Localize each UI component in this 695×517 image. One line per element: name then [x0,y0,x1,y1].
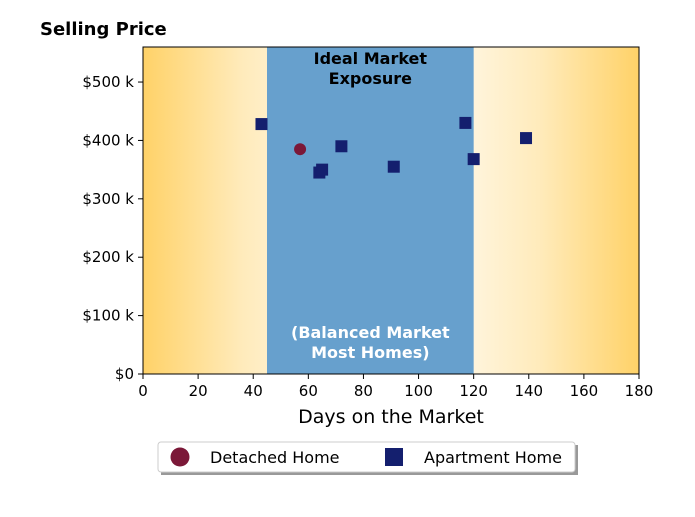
data-points [255,116,533,179]
x-tick-label: 180 [625,382,654,400]
x-tick-label: 140 [514,382,543,400]
ideal-market-band [267,47,474,374]
x-tick-label: 60 [299,382,318,400]
apartment-home-point [255,118,268,131]
apartment-home-point [520,132,533,145]
x-tick-label: 0 [138,382,148,400]
x-axis: 0 20 40 60 80 100 120 140 160 180 [138,374,653,400]
apartment-home-point [387,160,400,173]
annotation-top-line-1: Ideal Market [314,49,428,68]
annotation-bottom-line-2: Most Homes) [311,343,429,362]
y-tick-label: $100 k [82,307,134,325]
legend-label: Apartment Home [424,448,562,467]
legend-box [157,441,576,473]
apartment-home-point [335,140,348,153]
legend-items: Detached Home Apartment Home [170,447,562,467]
y-tick-label: $0 [115,365,134,383]
y-tick-label: $400 k [82,131,134,149]
legend-detached-marker [170,447,190,467]
x-tick-label: 20 [189,382,208,400]
x-axis-title: Days on the Market [298,406,484,428]
plot-frame [142,46,640,375]
x-tick-label: 100 [404,382,433,400]
detached-home-point [294,143,307,156]
y-tick-label: $300 k [82,190,134,208]
annotation-top-line-2: Exposure [329,69,413,88]
y-tick-label: $500 k [82,73,134,91]
legend-apartment-marker [385,448,403,466]
apartment-home-point [316,163,329,176]
x-tick-label: 80 [354,382,373,400]
x-tick-label: 160 [570,382,599,400]
y-axis-title: Selling Price [40,19,167,40]
apartment-home-point [467,153,480,166]
apartment-home-point [459,116,472,129]
plot-area: Ideal Market Exposure (Balanced Market M… [142,46,640,375]
legend: Detached Home Apartment Home [157,441,578,475]
x-tick-label: 120 [459,382,488,400]
y-axis: $0 $100 k $200 k $300 k $400 k $500 k [82,73,143,383]
annotation-bottom-line-1: (Balanced Market [291,323,450,342]
x-tick-label: 40 [244,382,263,400]
legend-label: Detached Home [210,448,340,467]
y-tick-label: $200 k [82,248,134,266]
